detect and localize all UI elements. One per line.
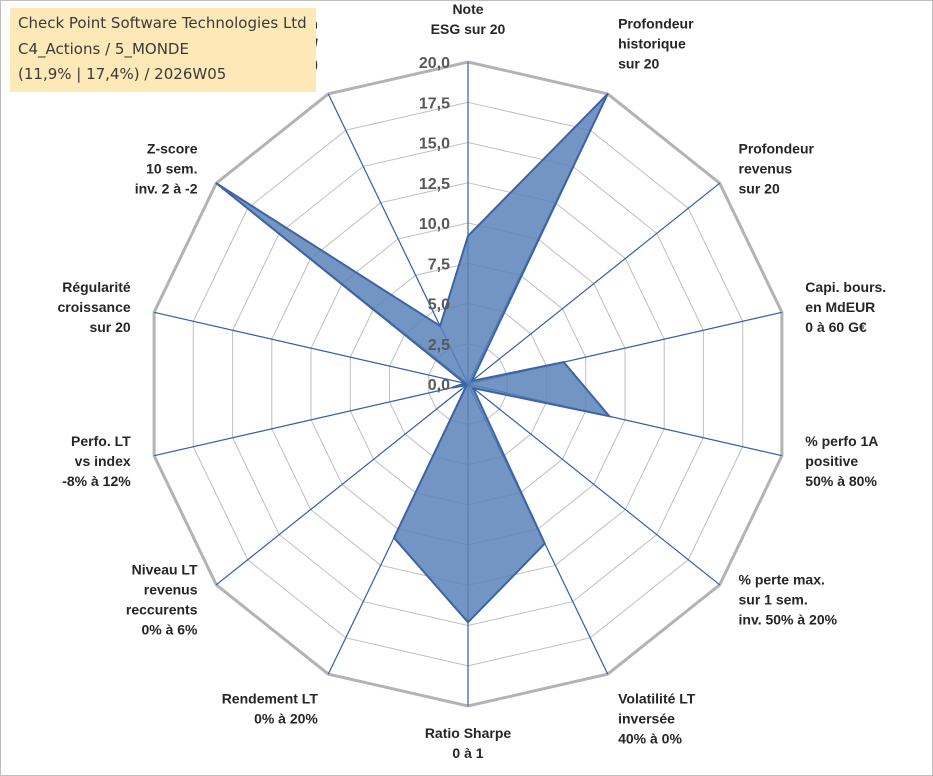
portfolio-label: C4_Actions / 5_MONDE: [18, 40, 189, 58]
spoke-11: [153, 311, 469, 385]
data-point-7: [467, 621, 469, 624]
axis-label-0: Note ESG sur 20: [431, 1, 506, 37]
spoke-5: [467, 383, 721, 586]
axis-label-1: Profondeur historique sur 20: [618, 15, 694, 71]
tick-label: 15,0: [419, 136, 450, 153]
stats-label: (11,9% | 17,4%) / 2026W05: [18, 65, 227, 83]
radial-tick-labels: 0,0 2,5 5,0 7,5 10,0 12,5 15,0 17,5 20,0: [419, 55, 450, 394]
data-point-1: [606, 93, 609, 95]
data-point-9: [465, 384, 468, 386]
data-point-0: [467, 235, 469, 237]
spoke-10: [153, 383, 469, 457]
data-point-8: [393, 537, 395, 539]
axis-label-9: Niveau LT revenus reccurents 0% à 6%: [126, 562, 198, 638]
tick-label: 12,5: [419, 176, 450, 193]
tick-label: 17,5: [419, 95, 450, 112]
tick-label: 20,0: [419, 55, 450, 72]
axis-label-7: Ratio Sharpe 0 à 1: [425, 725, 512, 761]
info-box: Check Point Software Technologies Ltd C4…: [10, 8, 316, 92]
data-point-12: [215, 182, 218, 184]
data-point-13: [439, 325, 441, 327]
tick-label: 5,0: [428, 297, 450, 314]
axis-label-2: Profondeur revenus sur 20: [739, 140, 815, 196]
axis-label-5: % perte max. sur 1 sem. inv. 50% à 20%: [739, 572, 838, 628]
data-point-5: [472, 387, 474, 389]
radar-series: [215, 93, 612, 624]
axis-label-11: Régularité croissance sur 20: [58, 279, 131, 335]
spoke-9: [215, 383, 469, 586]
data-point-10: [451, 386, 454, 389]
data-point-4: [608, 415, 611, 418]
company-name: Check Point Software Technologies Ltd: [18, 14, 307, 32]
data-point-6: [544, 542, 546, 545]
series-area: [215, 93, 612, 624]
axis-label-3: Capi. bours. en MdEUR 0 à 60 G€: [805, 279, 886, 335]
axis-label-12: Z-score 10 sem. inv. 2 à -2: [135, 140, 198, 196]
data-point-3: [562, 361, 565, 363]
data-point-11: [464, 382, 466, 385]
tick-label: 2,5: [428, 337, 450, 354]
tick-label: 7,5: [428, 256, 450, 273]
axis-label-4: % perfo 1A positive 50% à 80%: [805, 433, 878, 489]
data-point-2: [471, 380, 473, 382]
spoke-2: [467, 182, 721, 385]
axis-label-8: Rendement LT 0% à 20%: [222, 691, 319, 727]
axis-label-10: Perfo. LT vs index -8% à 12%: [62, 433, 131, 489]
tick-label: 10,0: [419, 216, 450, 233]
tick-label: 0,0: [428, 377, 450, 394]
axis-label-6: Volatilité LT inversée 40% à 0%: [618, 691, 696, 747]
